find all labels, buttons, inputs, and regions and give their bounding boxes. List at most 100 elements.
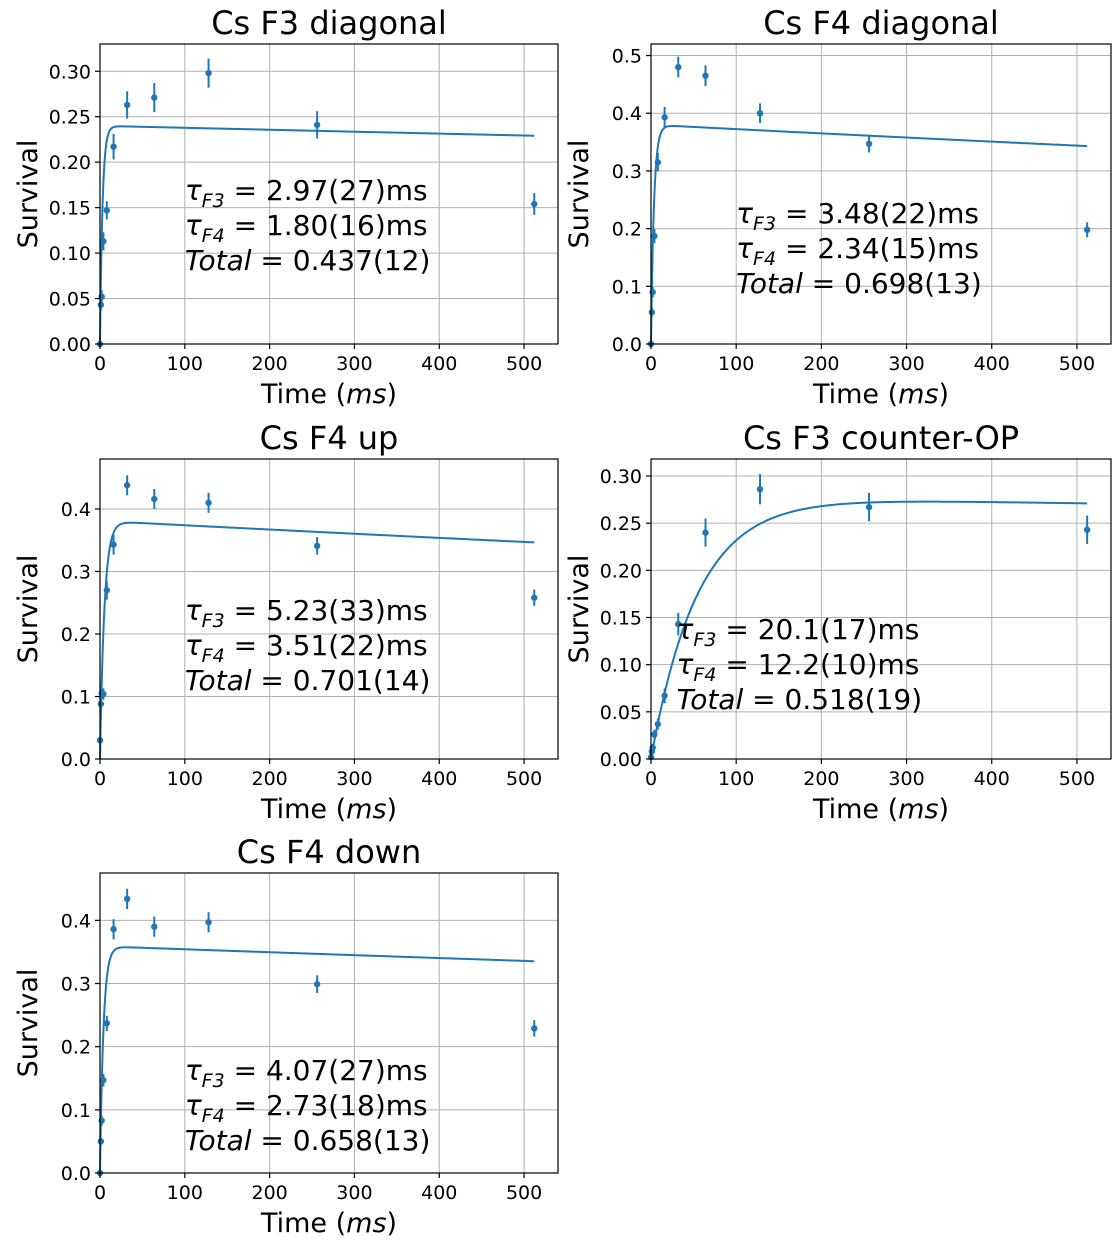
x-tick-label: 0 [645,768,657,790]
x-axis-label: Time (ms) [260,1208,397,1239]
y-tick-label: 0.25 [49,107,91,129]
data-marker [531,1025,538,1032]
y-tick-label: 0.0 [612,334,642,356]
chart-panel-1: 0 100 200 300 400 500 0.00 0.05 0.10 0.15 0.20 0.25… [13,4,559,410]
data-marker [110,926,117,933]
data-point [651,229,658,244]
data-marker [313,542,321,550]
data-marker [313,980,321,988]
data-marker [648,309,656,316]
y-tick-label: 0.05 [49,289,91,311]
x-axis-label: Time (ms) [260,379,397,410]
y-tick-label: 0.3 [612,161,642,183]
x-tick-label: 200 [803,768,839,790]
data-point [702,65,709,87]
data-point [100,232,107,251]
y-tick-label: 0.5 [612,46,642,68]
data-point [100,1073,107,1087]
data-marker [97,700,105,708]
data-point [123,91,131,119]
data-point [313,975,321,993]
data-marker [151,923,158,930]
y-axis-label: Survival [13,140,44,249]
fit-annotation: τF4 = 1.80(16)ms [185,209,428,247]
data-point [97,699,105,709]
data-point [675,56,682,78]
data-marker [103,587,110,594]
data-marker [1083,526,1091,533]
chart-title: Cs F4 down [237,833,421,871]
data-marker [110,541,117,548]
fit-annotation: Total = 0.701(14) [185,664,431,697]
data-marker [651,731,658,738]
data-marker [654,159,662,166]
x-tick-label: 400 [421,768,457,790]
data-point [651,729,658,740]
y-tick-label: 0.15 [49,198,91,220]
y-tick-label: 0.2 [612,219,642,241]
x-tick-label: 300 [888,768,924,790]
chart-title: Cs F4 up [260,419,399,457]
chart-panel-5: 0 100 200 300 400 500 0.0 0.1 0.2 0.3 0.4 Cs F4 dow… [13,833,559,1239]
data-point [151,489,158,509]
data-point [110,534,117,555]
x-tick-label: 100 [718,353,754,375]
data-marker [97,1138,105,1145]
x-tick-label: 500 [506,768,542,790]
y-tick-label: 0.20 [49,152,91,174]
data-point [110,919,117,940]
data-marker [123,895,131,903]
chart-title: Cs F3 diagonal [211,4,447,42]
y-tick-label: 0.4 [612,103,642,125]
fit-annotation: τF3 = 5.23(33)ms [185,594,428,632]
data-marker [675,63,682,71]
data-point [103,1015,110,1031]
x-tick-label: 100 [167,768,203,790]
fit-annotation: τF4 = 2.73(18)ms [185,1089,428,1127]
y-tick-label: 0.0 [61,749,91,771]
data-point [661,688,668,704]
chart-panel-3: 0 100 200 300 400 500 0.0 0.1 0.2 0.3 0.4 Cs F4 up T… [13,419,559,825]
data-point [123,475,131,496]
data-point [531,193,538,215]
y-tick-label: 0.10 [49,243,91,265]
axes-frame [99,872,559,1174]
data-marker [100,1076,107,1084]
fit-annotation: τF3 = 2.97(27)ms [185,174,428,212]
fit-annotation: Total = 0.437(12) [185,244,431,277]
y-axis-label: Survival [564,555,595,664]
data-point [1083,222,1091,238]
x-tick-label: 100 [718,768,754,790]
x-axis-label: Time (ms) [260,794,397,825]
data-point [151,916,158,937]
chart-panel-2: 0 100 200 300 400 500 0.0 0.1 0.2 0.3 0.4 0.5 Cs F4 … [564,4,1112,410]
data-point [205,912,212,933]
data-point [205,492,212,513]
data-point [123,888,131,909]
fit-annotation: τF4 = 12.2(10)ms [677,648,920,686]
data-point [313,537,321,555]
x-tick-label: 200 [251,768,287,790]
data-marker [865,503,873,511]
data-marker [654,720,662,728]
data-point [531,1020,538,1037]
x-tick-label: 100 [167,353,203,375]
y-tick-label: 0.3 [61,562,91,584]
y-axis-label: Survival [13,969,44,1078]
data-point [702,518,709,547]
x-axis-label: Time (ms) [812,794,949,825]
data-marker [661,692,668,699]
data-marker [97,301,105,309]
x-tick-label: 100 [167,1182,203,1204]
y-tick-label: 0.30 [49,61,91,83]
chart-title: Cs F4 diagonal [763,4,999,42]
data-marker [103,1020,110,1027]
y-axis-label: Survival [564,140,595,249]
y-tick-label: 0.4 [61,499,91,521]
x-tick-label: 300 [888,353,924,375]
fit-curve [99,521,535,759]
y-tick-label: 0.2 [61,1037,91,1059]
fit-annotation: τF3 = 3.48(22)ms [736,197,979,235]
data-marker [1083,226,1091,233]
